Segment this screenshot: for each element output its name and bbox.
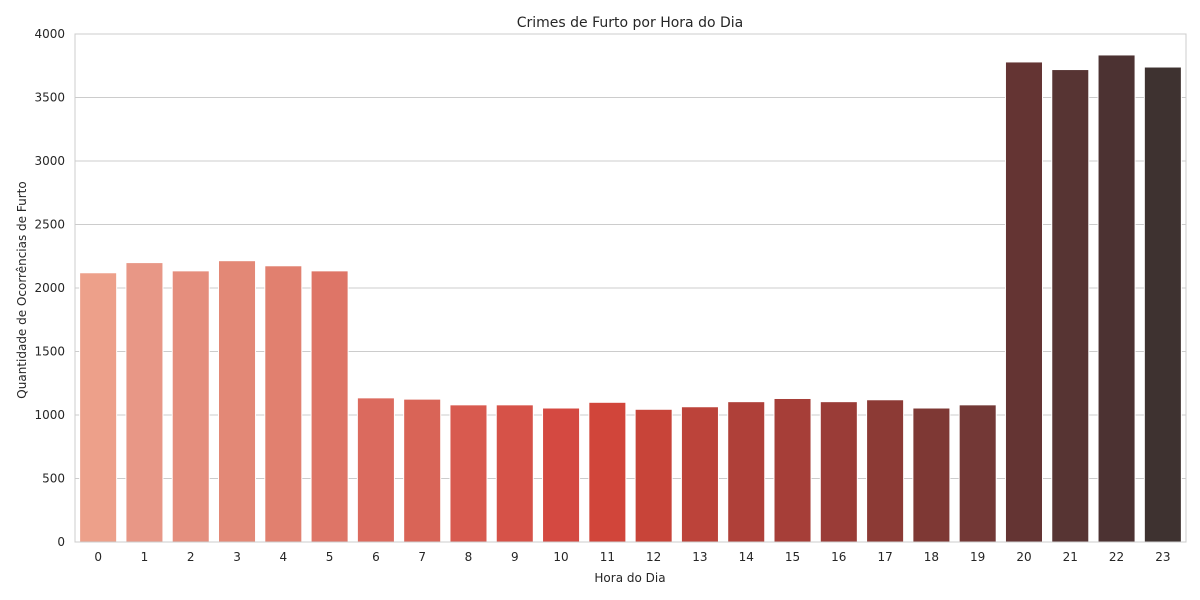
x-tick-label: 16: [831, 550, 846, 564]
bar-hour-19: [958, 404, 997, 543]
x-tick-label: 0: [94, 550, 102, 564]
x-tick-label: 1: [141, 550, 149, 564]
y-tick-label: 1500: [34, 345, 65, 359]
chart-title: Crimes de Furto por Hora do Dia: [517, 15, 743, 31]
x-tick-label: 17: [877, 550, 892, 564]
y-tick-label: 500: [42, 472, 65, 486]
x-tick-label: 14: [739, 550, 754, 564]
x-tick-label: 2: [187, 550, 195, 564]
bar-hour-1: [125, 262, 164, 543]
x-tick-label: 6: [372, 550, 380, 564]
x-tick-label: 4: [279, 550, 287, 564]
bar-hour-2: [171, 270, 210, 543]
x-tick-label: 11: [600, 550, 615, 564]
y-axis-label: Quantidade de Ocorrências de Furto: [15, 181, 29, 398]
bar-hour-18: [912, 407, 951, 543]
x-tick-label: 7: [418, 550, 426, 564]
plot-frame: [74, 33, 1187, 543]
y-tick-label: 0: [57, 535, 65, 549]
bar-hour-8: [449, 404, 488, 543]
x-tick-label: 15: [785, 550, 800, 564]
bar-hour-14: [727, 401, 766, 543]
bar-hour-4: [264, 265, 303, 543]
bar-hour-7: [403, 398, 442, 543]
x-tick-label: 9: [511, 550, 519, 564]
bar-hour-15: [773, 397, 812, 543]
y-tick-label: 3000: [34, 154, 65, 168]
y-tick-label: 3500: [34, 91, 65, 105]
x-tick-label: 12: [646, 550, 661, 564]
x-tick-label: 18: [924, 550, 939, 564]
y-tick-label: 1000: [34, 408, 65, 422]
x-tick-label: 3: [233, 550, 241, 564]
bar-hour-12: [634, 408, 673, 543]
x-tick-label: 23: [1155, 550, 1170, 564]
bar-hour-23: [1143, 66, 1182, 543]
bar-hour-16: [819, 401, 858, 543]
x-tick-label: 21: [1063, 550, 1078, 564]
x-axis-label: Hora do Dia: [594, 571, 665, 585]
y-tick-label: 4000: [34, 27, 65, 41]
x-tick-label: 20: [1016, 550, 1031, 564]
bar-hour-9: [495, 404, 534, 543]
y-tick-labels: 0 500 1000 1500 2000 2500 3000 3500 4000: [34, 27, 65, 549]
y-tick-label: 2000: [34, 281, 65, 295]
x-tick-label: 8: [465, 550, 473, 564]
bar-hour-5: [310, 270, 349, 543]
bar-hour-3: [218, 260, 257, 543]
bar-hour-22: [1097, 54, 1136, 543]
x-tick-label: 5: [326, 550, 334, 564]
x-tick-labels: 0 1 2 3 4 5 6 7 8 9 10 11 12 13 14 15 16 17 18 19 20 21 22 23: [94, 550, 1170, 564]
bar-hour-17: [866, 399, 905, 543]
bar-hour-10: [542, 407, 581, 543]
bar-hour-13: [680, 406, 719, 543]
x-tick-label: 22: [1109, 550, 1124, 564]
y-tick-label: 2500: [34, 218, 65, 232]
x-tick-label: 13: [692, 550, 707, 564]
x-tick-label: 19: [970, 550, 985, 564]
bar-hour-6: [356, 397, 395, 543]
bar-hour-20: [1004, 61, 1043, 543]
bar-hour-21: [1051, 69, 1090, 543]
bar-hour-11: [588, 401, 627, 543]
x-tick-label: 10: [553, 550, 568, 564]
bar-hour-0: [79, 272, 118, 543]
bars: [79, 54, 1182, 543]
